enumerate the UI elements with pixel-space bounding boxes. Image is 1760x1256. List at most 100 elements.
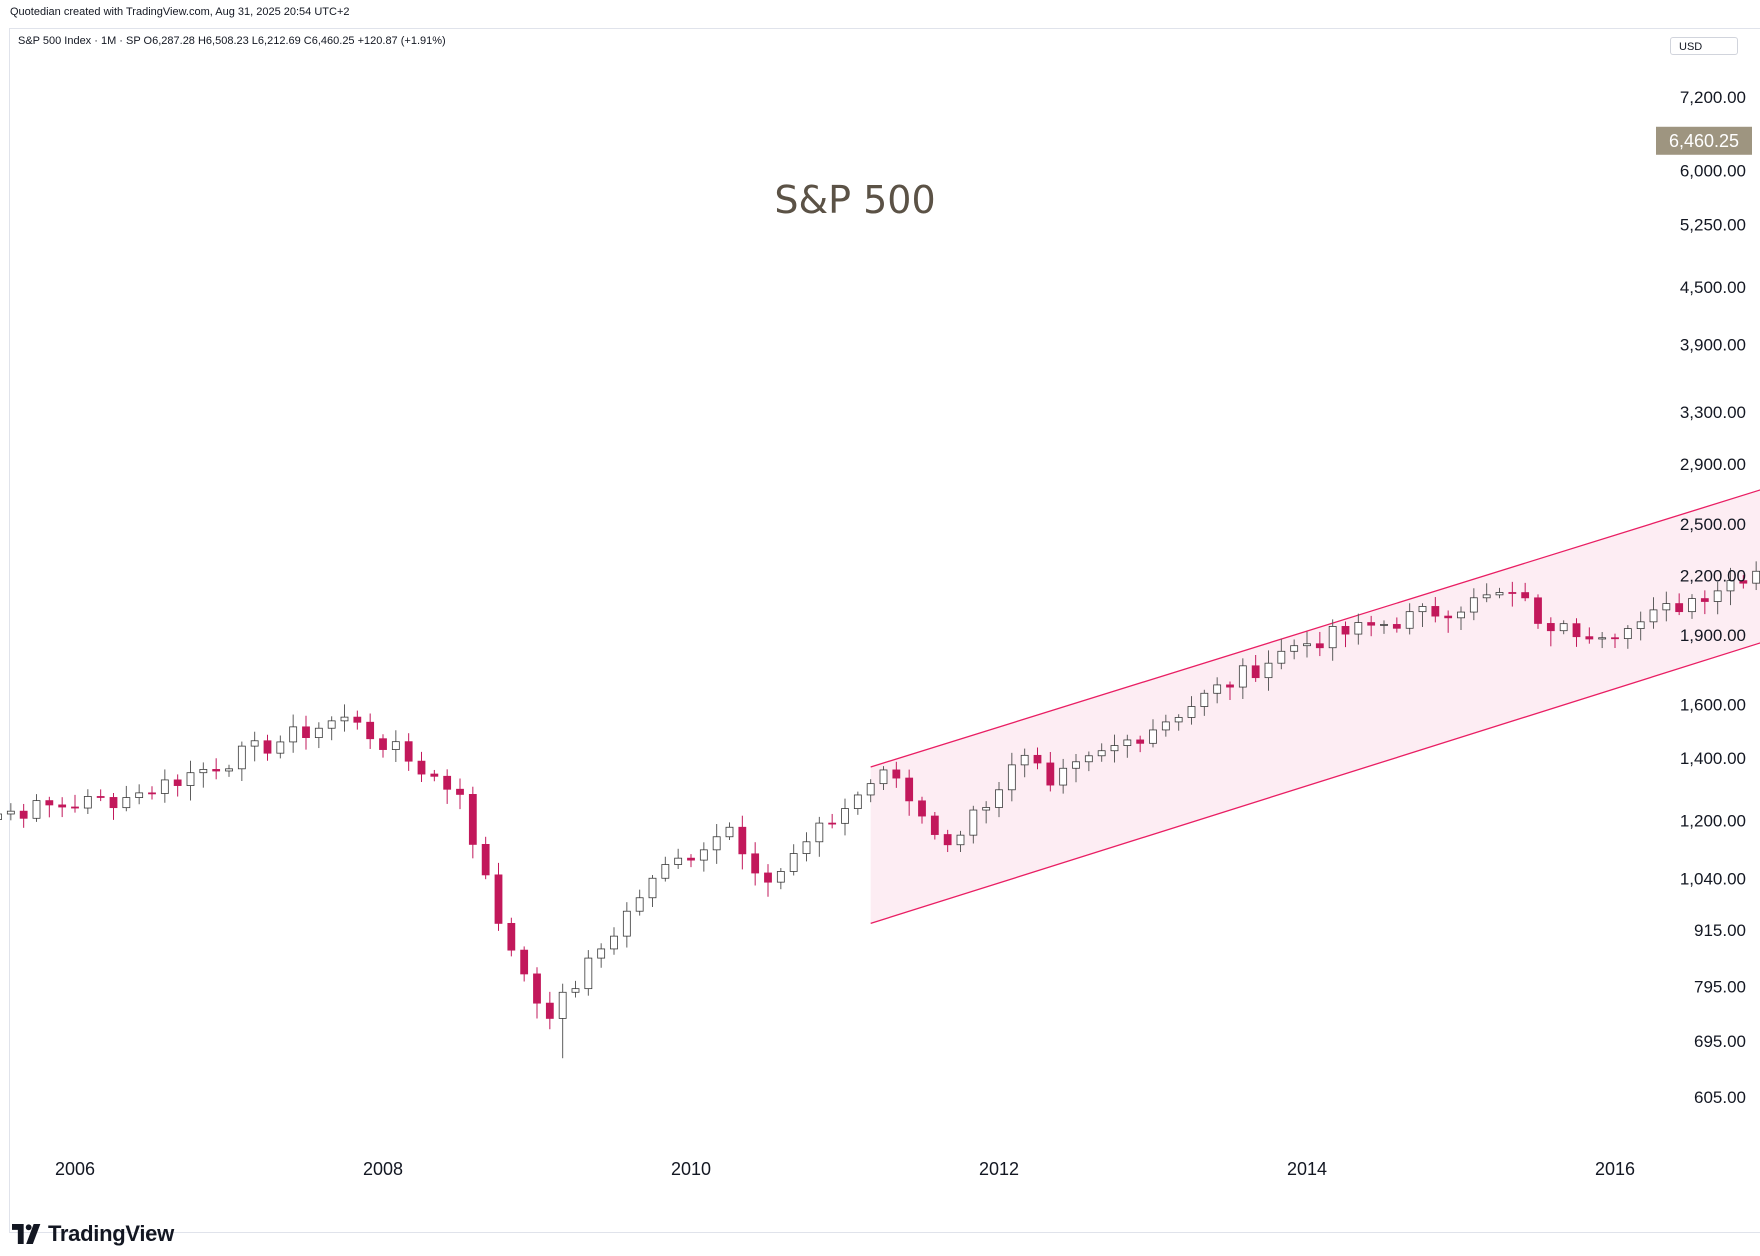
candle [391,730,400,762]
last-price-tag: 6,460.25 [1656,126,1752,155]
tradingview-logo: TradingView [12,1221,174,1247]
candle [533,967,541,1019]
candle [1046,752,1055,792]
chart-title: S&P 500 [774,178,935,222]
candle [1136,735,1145,753]
candle [263,734,272,761]
candle [96,789,105,802]
candle [32,794,41,822]
candle [1444,610,1453,633]
candle [1662,591,1671,622]
candle [905,769,914,816]
candle [199,762,208,788]
y-tick-label: 6,000.00 [1680,162,1746,181]
candle [520,946,529,982]
y-tick-label: 4,500.00 [1680,278,1746,297]
candle [725,822,734,841]
candle [802,832,811,862]
x-tick-label: 2010 [671,1159,711,1179]
candle [751,842,760,886]
candle [1072,753,1080,783]
candle [995,781,1003,818]
candle [417,751,426,783]
candle [1598,631,1607,649]
y-tick-label: 7,200.00 [1680,88,1746,107]
candle [1020,748,1029,778]
candle [1328,619,1337,661]
candle [379,734,387,758]
candle [789,844,798,876]
candle [1290,639,1299,660]
candle [943,829,952,853]
candle [764,864,772,897]
candle [250,731,259,762]
candle [892,761,901,788]
candle [1469,588,1478,621]
time-axis[interactable]: 2006200820102012201420162018202020222024… [55,1159,1760,1179]
candle [1482,583,1491,603]
candle [930,812,939,840]
candle [661,856,670,882]
candle [1713,581,1722,615]
candle [1457,606,1465,630]
x-tick-label: 2006 [55,1159,95,1179]
candle [853,791,862,815]
candle [1392,617,1401,633]
candle [1405,603,1414,635]
candle [353,710,362,730]
candle [1174,714,1183,731]
candle [327,716,336,741]
candle [1508,581,1517,607]
candle [1623,625,1632,649]
candle [969,805,978,844]
candle [866,779,875,803]
candle [648,875,657,907]
candle [19,803,28,828]
candle [597,943,606,968]
y-tick-label: 2,200.00 [1680,567,1746,586]
candle [918,796,926,824]
candle [982,801,991,824]
candle [225,764,233,777]
candle [148,786,156,800]
currency-selector[interactable]: USD [1670,37,1738,55]
created-by-watermark: Quotedian created with TradingView.com, … [10,6,350,18]
candle [58,797,67,818]
candle [956,830,965,853]
x-tick-label: 2014 [1287,1159,1327,1179]
candle [622,902,631,948]
candle [0,813,2,820]
candle [558,983,567,1059]
y-tick-label: 1,900.00 [1680,626,1746,645]
y-tick-label: 5,250.00 [1680,216,1746,235]
candle [276,735,285,759]
candle [404,733,413,771]
candle [1226,681,1234,701]
candle [687,854,695,868]
candle [1059,758,1068,794]
candle [635,889,644,916]
y-tick-label: 1,600.00 [1680,695,1746,714]
price-axis[interactable]: 7,200.00 6,000.00 5,250.00 4,500.00 3,900.00… [1680,88,1746,1107]
candle [1636,611,1645,641]
candle [712,824,721,864]
y-tick-label: 795.00 [1694,978,1746,997]
y-tick-label: 3,300.00 [1680,403,1746,422]
candle [1110,734,1119,763]
candle [584,950,593,996]
y-tick-label: 2,900.00 [1680,455,1746,474]
chart-frame [9,28,1760,1233]
candle [173,774,182,797]
candle [1572,618,1581,647]
candle [122,785,131,812]
candle [289,714,298,753]
candle [1213,677,1222,704]
candle [237,741,246,781]
candle [109,792,118,820]
candle [828,813,837,829]
candle [1611,633,1619,648]
candle [1585,627,1594,644]
candle [314,722,323,749]
candle [1033,747,1042,770]
